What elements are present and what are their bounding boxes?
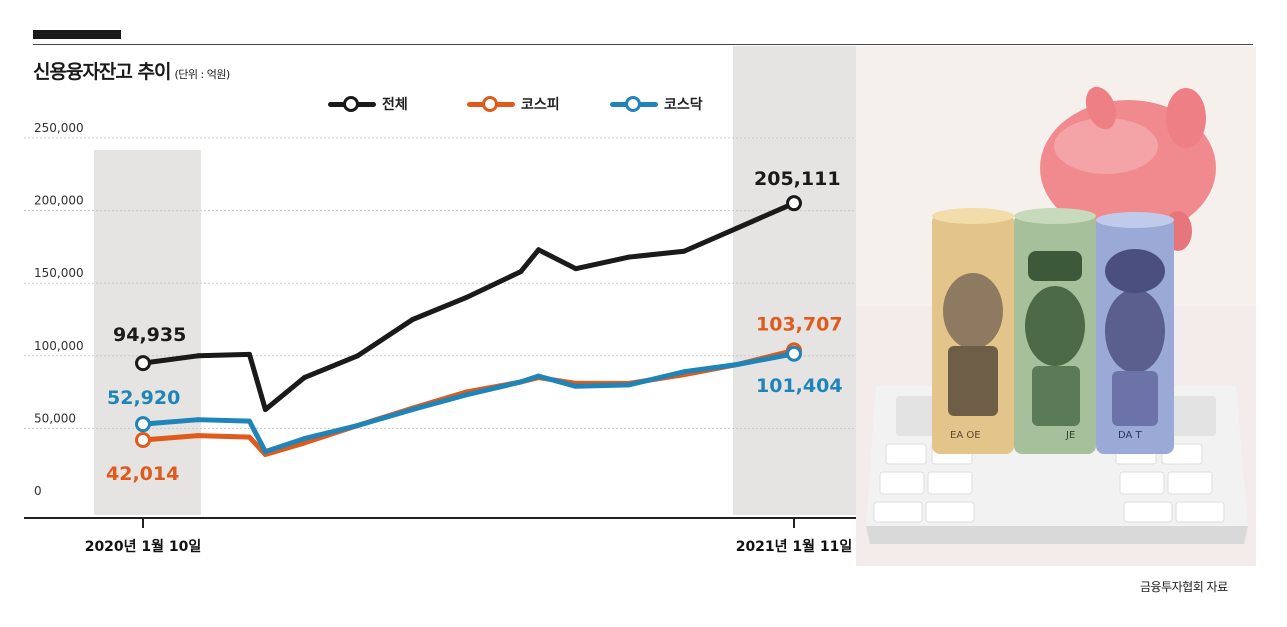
start-value-label-kosdaq: 52,920 [107, 387, 180, 409]
start-date-highlight [94, 150, 201, 515]
data-point-kosdaq [246, 418, 252, 424]
x-tick-label: 2021년 1월 11일 [736, 538, 853, 555]
data-point-kospi [246, 434, 252, 440]
data-point-total [734, 225, 740, 231]
legend-marker-kospi [482, 96, 498, 112]
data-point-total [410, 317, 416, 322]
data-point-total [301, 375, 307, 381]
data-point-kosdaq [135, 416, 151, 433]
data-point-kosdaq [626, 382, 632, 388]
data-point-kosdaq [195, 417, 201, 423]
data-point-kospi [195, 433, 201, 439]
y-tick-label: 0 [34, 484, 42, 498]
data-point-kosdaq [536, 373, 542, 379]
y-tick-label: 250,000 [34, 121, 84, 135]
legend-marker-kosdaq [625, 96, 641, 112]
start-value-label-kospi: 42,014 [106, 463, 179, 485]
data-point-kosdaq [410, 407, 416, 413]
data-point-kosdaq [518, 379, 524, 385]
data-point-total [573, 266, 579, 272]
y-tick-label: 150,000 [34, 266, 84, 280]
chart-unit: (단위 : 억원) [174, 68, 230, 81]
x-tick-label: 2020년 1월 10일 [85, 538, 202, 555]
data-point-kosdaq [681, 369, 687, 375]
header-accent-bar [33, 30, 121, 39]
data-point-kosdaq [463, 392, 469, 398]
data-point-total [463, 295, 469, 301]
data-point-total [195, 353, 201, 359]
data-point-kospi [135, 431, 151, 448]
piggy-bank [1040, 86, 1216, 251]
end-date-highlight [733, 46, 856, 515]
start-value-label-total: 94,935 [113, 324, 186, 346]
chart-header: 신용융자잔고 추이 (단위 : 억원) [33, 57, 230, 84]
end-value-label-kospi: 103,707 [756, 313, 843, 335]
series-line-total [140, 200, 797, 413]
data-point-kosdaq [355, 422, 361, 428]
note-label-green: JE [1065, 430, 1075, 441]
y-tick-label: 50,000 [34, 411, 76, 425]
data-point-total [536, 247, 542, 253]
note-label-blue: DA T [1118, 430, 1143, 441]
data-point-total [262, 407, 268, 413]
data-point-kosdaq [262, 449, 268, 455]
data-point-total [355, 353, 361, 359]
y-tick-label: 100,000 [34, 339, 84, 353]
y-tick-label: 200,000 [34, 194, 84, 208]
legend-label-kosdaq: 코스닥 [664, 97, 703, 113]
data-point-kosdaq [786, 345, 802, 362]
source-note: 금융투자협회 자료 [1140, 580, 1228, 594]
data-point-kospi [301, 440, 307, 446]
data-point-total [786, 195, 802, 212]
data-point-total [681, 248, 687, 254]
legend-label-kospi: 코스피 [521, 97, 560, 113]
legend-marker-total [343, 96, 359, 112]
header-rule [33, 44, 1253, 45]
legend-label-total: 전체 [382, 97, 408, 113]
banknote-roll-blue: DA T [1096, 212, 1174, 454]
end-value-label-total: 205,111 [754, 168, 841, 190]
banknote-roll-yellow: EA OE [932, 208, 1014, 454]
note-label-yellow: EA OE [950, 430, 981, 441]
series-line-kospi [140, 347, 797, 458]
data-point-total [246, 351, 252, 357]
data-point-total [626, 254, 632, 260]
data-point-kosdaq [573, 383, 579, 389]
end-value-label-kosdaq: 101,404 [756, 375, 843, 397]
data-point-kosdaq [301, 436, 307, 442]
data-point-total [518, 269, 524, 275]
line-chart: 0 50,000 100,000 150,000 200,000 250,000 2020년… [24, 46, 856, 555]
data-point-kosdaq [734, 362, 740, 368]
banknote-roll-green: JE [1014, 208, 1096, 454]
chart-title: 신용융자잔고 추이 [33, 61, 171, 83]
piggy-bank-money-illustration: EA OE JE DA T [856, 46, 1256, 566]
data-point-total [135, 355, 151, 372]
